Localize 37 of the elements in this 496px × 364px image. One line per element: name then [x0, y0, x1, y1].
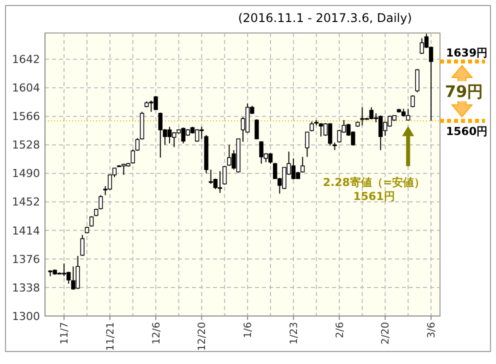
- y-tick-label: 1604: [12, 82, 40, 95]
- y-tick-label: 1452: [12, 196, 40, 209]
- text: 1639円: [446, 46, 488, 60]
- x-tick-label: 12/6: [151, 322, 162, 344]
- candlestick: [80, 234, 84, 256]
- text: 1560円: [446, 124, 488, 138]
- y-tick-label: 1528: [12, 138, 40, 152]
- candlestick: [268, 152, 273, 164]
- candlestick: [305, 132, 310, 158]
- x-tick-label: 11/21: [105, 322, 116, 351]
- y-tick-label: 1300: [12, 310, 40, 323]
- annotation: 2.28寄値（=安値）: [322, 176, 426, 189]
- chart-title: (2016.11.1 - 2017.3.6, Daily): [238, 11, 412, 25]
- x-tick-label: 11/7: [60, 322, 71, 344]
- y-tick-label: 1566: [12, 110, 40, 124]
- candlestick: [254, 118, 259, 140]
- x-tick-label: 3/6: [426, 322, 438, 338]
- y-tick-label: 1414: [12, 224, 40, 238]
- x-tick-label: 12/20: [197, 322, 208, 351]
- candlestick: [415, 68, 420, 93]
- candlestick: [218, 170, 222, 194]
- x-tick-label: 2/6: [334, 322, 346, 338]
- y-tick-label: 1338: [12, 281, 40, 294]
- text: 79円: [444, 82, 484, 101]
- candlestick: [135, 138, 140, 152]
- candlestick: [62, 262, 66, 277]
- candlestick: [167, 126, 172, 144]
- y-tick-label: 1376: [12, 252, 40, 266]
- candlestick: [310, 121, 314, 132]
- x-tick-label: 1/23: [288, 322, 300, 344]
- y-tick-label: 1642: [12, 53, 40, 66]
- candlestick: [410, 94, 415, 108]
- y-tick-label: 1490: [12, 167, 40, 180]
- x-tick-label: 2/20: [380, 322, 392, 344]
- annotation: 1561円: [353, 190, 395, 203]
- x-tick-label: 1/6: [243, 322, 254, 338]
- candlestick: [318, 122, 324, 138]
